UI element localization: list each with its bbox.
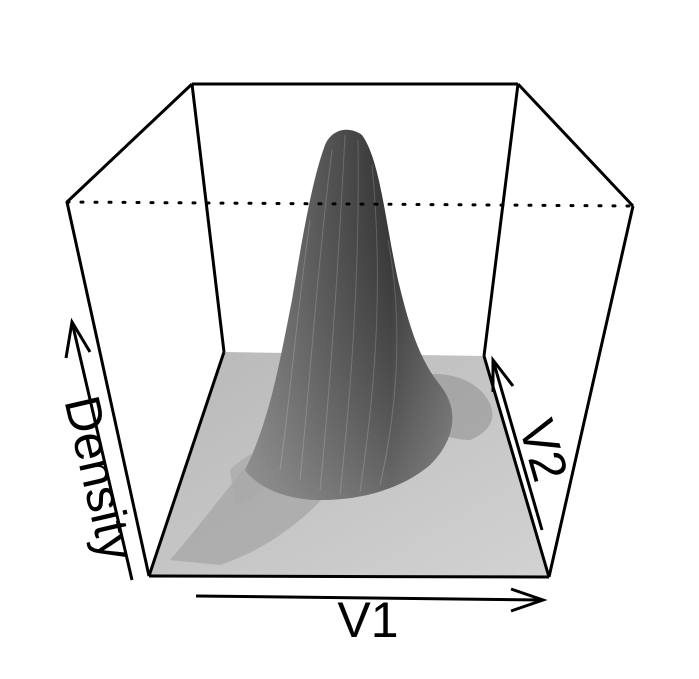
x-axis-arrow [195,587,548,613]
z-axis-title: Density [54,391,146,566]
y-axis-arrow [491,355,544,531]
box-back-edges [190,82,520,357]
surface-peak [245,129,453,500]
box-hidden-edge [65,200,635,208]
z-axis-arrow [64,317,134,581]
box-front-edges [65,82,635,579]
x-axis-title: V1 [337,592,398,648]
